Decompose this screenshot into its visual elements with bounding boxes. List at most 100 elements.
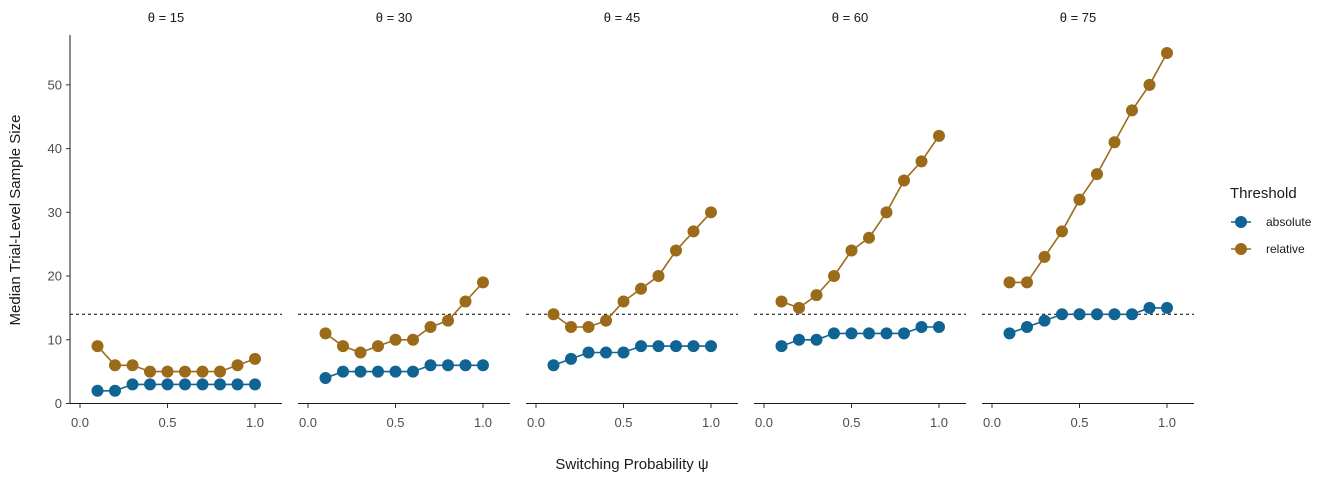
data-point-relative xyxy=(617,295,630,308)
data-point-relative xyxy=(670,244,682,257)
data-point-relative xyxy=(214,365,226,378)
series-line-relative xyxy=(1009,52,1168,284)
series-line-absolute xyxy=(325,364,483,379)
x-tick-label: 0.0 xyxy=(71,415,89,430)
data-point-relative xyxy=(565,321,577,334)
data-point-relative xyxy=(1126,104,1138,117)
data-point-relative xyxy=(1108,136,1121,149)
series-line-relative xyxy=(781,135,940,309)
data-point-relative xyxy=(109,359,121,372)
series-line-absolute xyxy=(1009,307,1167,335)
data-point-relative xyxy=(91,340,104,353)
data-point-absolute xyxy=(933,321,945,334)
legend-label-absolute: absolute xyxy=(1266,215,1312,229)
y-tick-label: 20 xyxy=(48,269,62,284)
series-line-relative xyxy=(553,211,712,328)
legend: Threshold absolute relative xyxy=(1230,185,1312,256)
panel-5: θ = 75 0.0 0.5 1.0 xyxy=(982,10,1194,430)
data-point-relative xyxy=(810,289,823,302)
x-tick-label: 0.0 xyxy=(299,415,317,430)
legend-key-point xyxy=(1235,243,1247,255)
data-point-relative xyxy=(1038,250,1051,263)
x-tick-label: 1.0 xyxy=(246,415,264,430)
data-point-relative xyxy=(1091,168,1103,181)
data-point-relative xyxy=(389,333,402,346)
data-point-relative xyxy=(687,225,700,238)
panel-strip-label: θ = 45 xyxy=(604,10,641,25)
data-point-absolute xyxy=(144,378,156,391)
data-point-absolute xyxy=(547,359,560,372)
data-point-absolute xyxy=(652,340,665,353)
data-point-relative xyxy=(828,270,840,283)
panel-strip-label: θ = 15 xyxy=(148,10,185,25)
data-point-relative xyxy=(775,295,788,308)
data-point-absolute xyxy=(617,346,630,359)
legend-key-point xyxy=(1235,216,1247,228)
x-tick-label: 0.0 xyxy=(983,415,1001,430)
data-point-relative xyxy=(600,314,612,327)
data-point-absolute xyxy=(214,378,226,391)
data-point-absolute xyxy=(372,365,384,378)
legend-title: Threshold xyxy=(1230,185,1297,202)
series-line-absolute xyxy=(781,326,939,347)
data-point-absolute xyxy=(565,352,577,365)
panel-3: θ = 45 0.0 0.5 1.0 xyxy=(526,10,738,430)
data-point-absolute xyxy=(670,340,682,353)
data-point-relative xyxy=(231,359,244,372)
x-tick-label: 0.5 xyxy=(614,415,632,430)
data-point-relative xyxy=(582,321,595,334)
data-point-relative xyxy=(354,346,367,359)
series-line-relative xyxy=(96,345,256,373)
data-point-absolute xyxy=(477,359,489,372)
data-point-absolute xyxy=(793,333,805,346)
series-line-relative xyxy=(325,281,484,354)
data-point-relative xyxy=(477,276,489,289)
data-point-absolute xyxy=(389,365,402,378)
data-point-relative xyxy=(705,206,717,219)
data-point-relative xyxy=(863,231,875,244)
x-tick-label: 0.0 xyxy=(527,415,545,430)
data-point-absolute xyxy=(424,359,437,372)
data-point-absolute xyxy=(407,365,419,378)
data-point-absolute xyxy=(600,346,612,359)
data-point-relative xyxy=(933,129,945,142)
panel-strip-label: θ = 60 xyxy=(832,10,869,25)
x-axis-title: Switching Probability ψ xyxy=(555,456,708,473)
data-point-relative xyxy=(442,314,454,327)
data-point-relative xyxy=(845,244,858,257)
data-point-absolute xyxy=(249,378,261,391)
data-point-absolute xyxy=(1021,321,1033,334)
series-line-absolute xyxy=(97,383,255,392)
data-point-relative xyxy=(459,295,472,308)
data-point-absolute xyxy=(126,378,139,391)
x-tick-label: 0.5 xyxy=(158,415,176,430)
data-point-absolute xyxy=(863,327,875,340)
series-line-absolute xyxy=(553,345,711,367)
data-point-relative xyxy=(880,206,893,219)
x-tick-label: 0.5 xyxy=(386,415,404,430)
data-point-relative xyxy=(337,340,349,353)
data-point-relative xyxy=(547,308,560,321)
data-point-relative xyxy=(1161,47,1173,59)
data-point-absolute xyxy=(1108,308,1121,321)
panel-strip-label: θ = 30 xyxy=(376,10,413,25)
data-point-absolute xyxy=(109,384,121,397)
data-point-absolute xyxy=(442,359,454,372)
data-point-relative xyxy=(161,365,174,378)
data-point-relative xyxy=(407,333,419,346)
x-tick-label: 0.5 xyxy=(1070,415,1088,430)
x-tick-label: 1.0 xyxy=(1158,415,1176,430)
data-point-relative xyxy=(126,359,139,372)
data-point-absolute xyxy=(196,378,209,391)
data-point-absolute xyxy=(775,340,788,353)
x-tick-label: 1.0 xyxy=(474,415,492,430)
data-point-relative xyxy=(1056,225,1068,238)
y-tick-label: 40 xyxy=(48,141,62,156)
data-point-absolute xyxy=(91,384,104,397)
legend-items: absolute relative xyxy=(1231,215,1312,256)
data-point-absolute xyxy=(337,365,349,378)
data-point-relative xyxy=(1073,193,1086,206)
data-point-absolute xyxy=(898,327,910,340)
x-tick-label: 1.0 xyxy=(702,415,720,430)
data-point-absolute xyxy=(231,378,244,391)
